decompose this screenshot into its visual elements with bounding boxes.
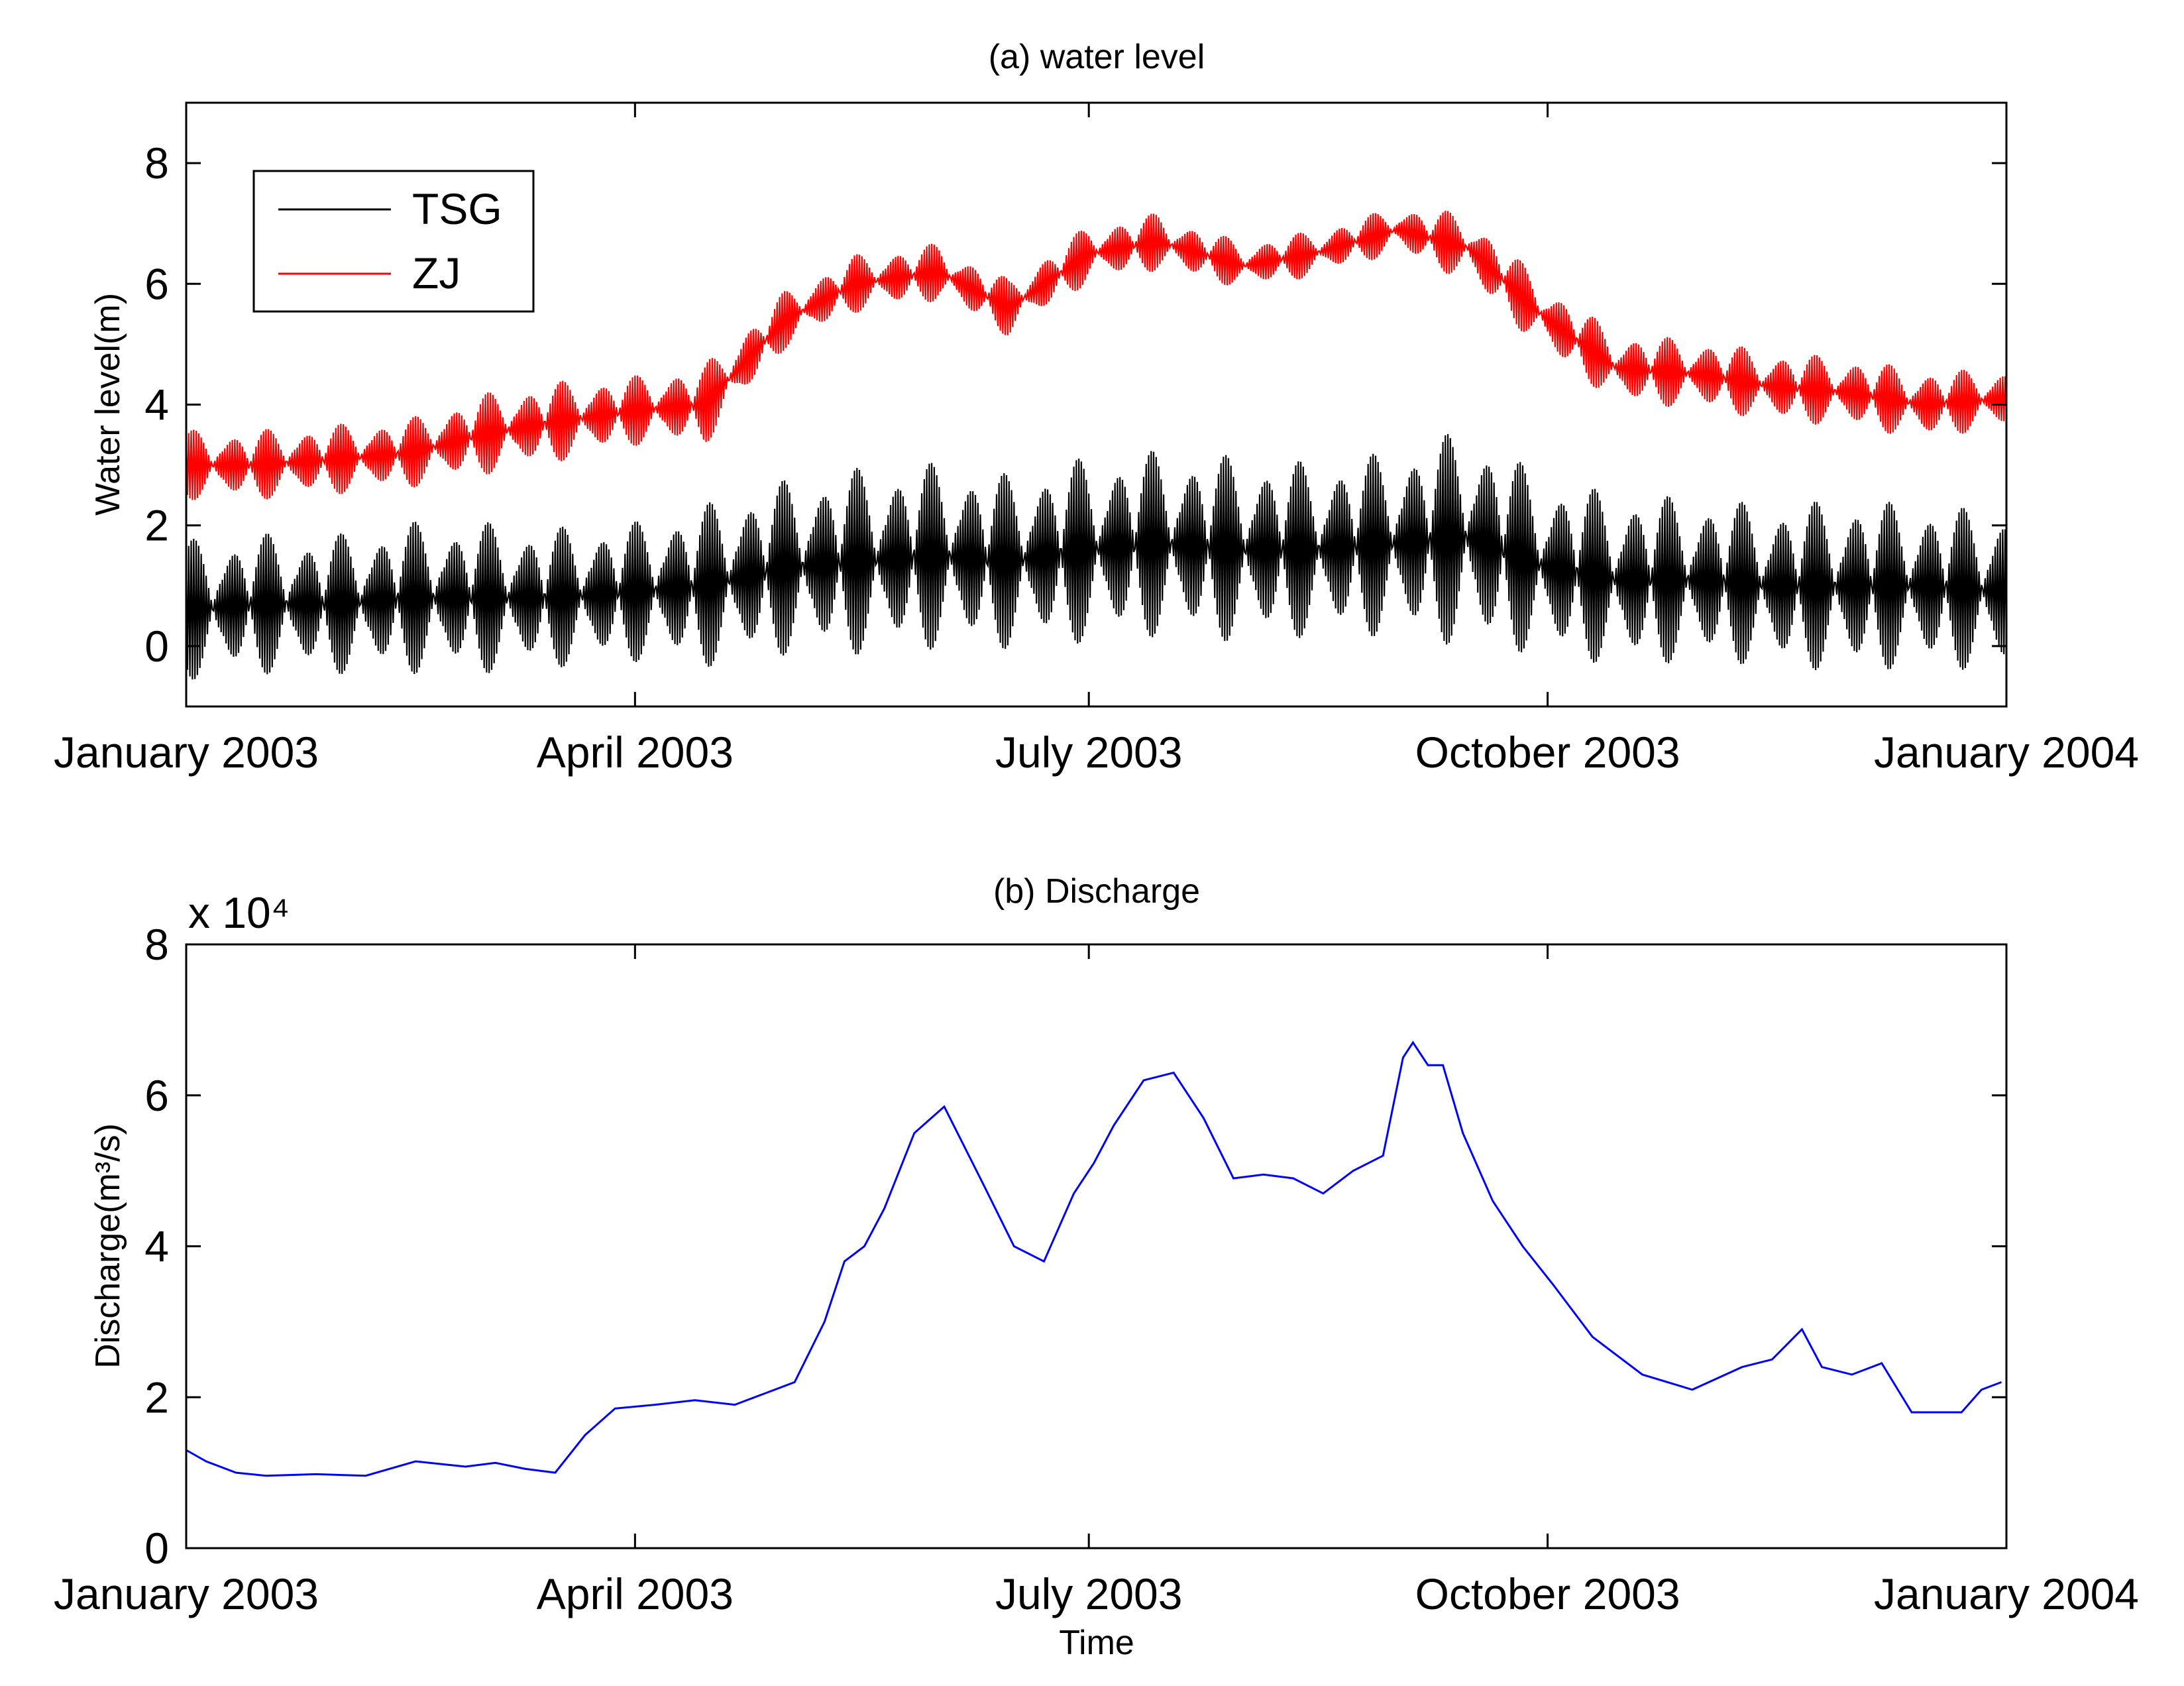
discharge-y-label: Discharge(m³/s) xyxy=(89,1123,127,1369)
water-level-x-tick-label: January 2003 xyxy=(54,728,319,777)
water-level-y-tick-label: 6 xyxy=(144,259,169,308)
water-level-y-tick-label: 2 xyxy=(144,501,169,550)
discharge-title: (b) Discharge xyxy=(993,872,1200,911)
water-level-y-tick-label: 8 xyxy=(144,139,169,188)
water-level-x-tick-label: July 2003 xyxy=(995,728,1183,777)
discharge-x-tick-label: January 2003 xyxy=(54,1569,319,1618)
series-line-tsg xyxy=(185,433,2008,680)
discharge-y-axis: 0 2 4 6 8 xyxy=(144,920,2006,1573)
water-level-x-tick-label: October 2003 xyxy=(1415,728,1680,777)
discharge-x-tick-label: October 2003 xyxy=(1415,1569,1680,1618)
water-level-y-axis: 0 2 4 6 8 xyxy=(144,139,2006,671)
discharge-x-tick-label: July 2003 xyxy=(995,1569,1183,1618)
discharge-panel: (b) Discharge 0 2 4 6 8 January 2003 April 20… xyxy=(54,872,2139,1662)
discharge-y-tick-label: 2 xyxy=(144,1373,169,1422)
discharge-x-axis: January 2003 April 2003 July 2003 October 2… xyxy=(54,944,2139,1618)
discharge-y-tick-label: 0 xyxy=(144,1524,169,1573)
water-level-x-tick-label: April 2003 xyxy=(537,728,734,777)
water-level-series xyxy=(185,211,2008,680)
water-level-y-tick-label: 0 xyxy=(144,622,169,671)
series-line-zj xyxy=(185,211,2008,500)
discharge-x-label: Time xyxy=(1059,1624,1134,1662)
discharge-y-tick-label: 8 xyxy=(144,920,169,969)
water-level-y-label: Water level(m) xyxy=(89,293,127,516)
water-level-title: (a) water level xyxy=(989,38,1205,76)
legend-label-tsg: TSG xyxy=(412,184,502,233)
legend-label-zj: ZJ xyxy=(412,249,461,298)
discharge-y-scale-label: x 10⁴ xyxy=(188,888,290,937)
series-line-discharge xyxy=(186,1040,2002,1477)
legend: TSG ZJ xyxy=(252,170,535,313)
water-level-panel: (a) water level 0 2 4 6 8 January 2003 April … xyxy=(54,38,2139,777)
discharge-y-tick-label: 4 xyxy=(144,1222,169,1271)
discharge-x-tick-label: April 2003 xyxy=(537,1569,734,1618)
discharge-y-tick-label: 6 xyxy=(144,1071,169,1120)
legend-box xyxy=(252,170,535,313)
water-level-x-tick-label: January 2004 xyxy=(1874,728,2139,777)
water-level-x-axis: January 2003 April 2003 July 2003 October 2… xyxy=(54,103,2139,777)
discharge-x-tick-label: January 2004 xyxy=(1874,1569,2139,1618)
water-level-y-tick-label: 4 xyxy=(144,380,169,429)
